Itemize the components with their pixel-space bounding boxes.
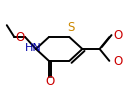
Text: HN: HN — [25, 44, 41, 53]
Text: O: O — [114, 55, 123, 68]
Text: O: O — [45, 75, 55, 88]
Text: S: S — [67, 21, 74, 34]
Text: O: O — [15, 31, 25, 44]
Text: O: O — [114, 29, 123, 42]
